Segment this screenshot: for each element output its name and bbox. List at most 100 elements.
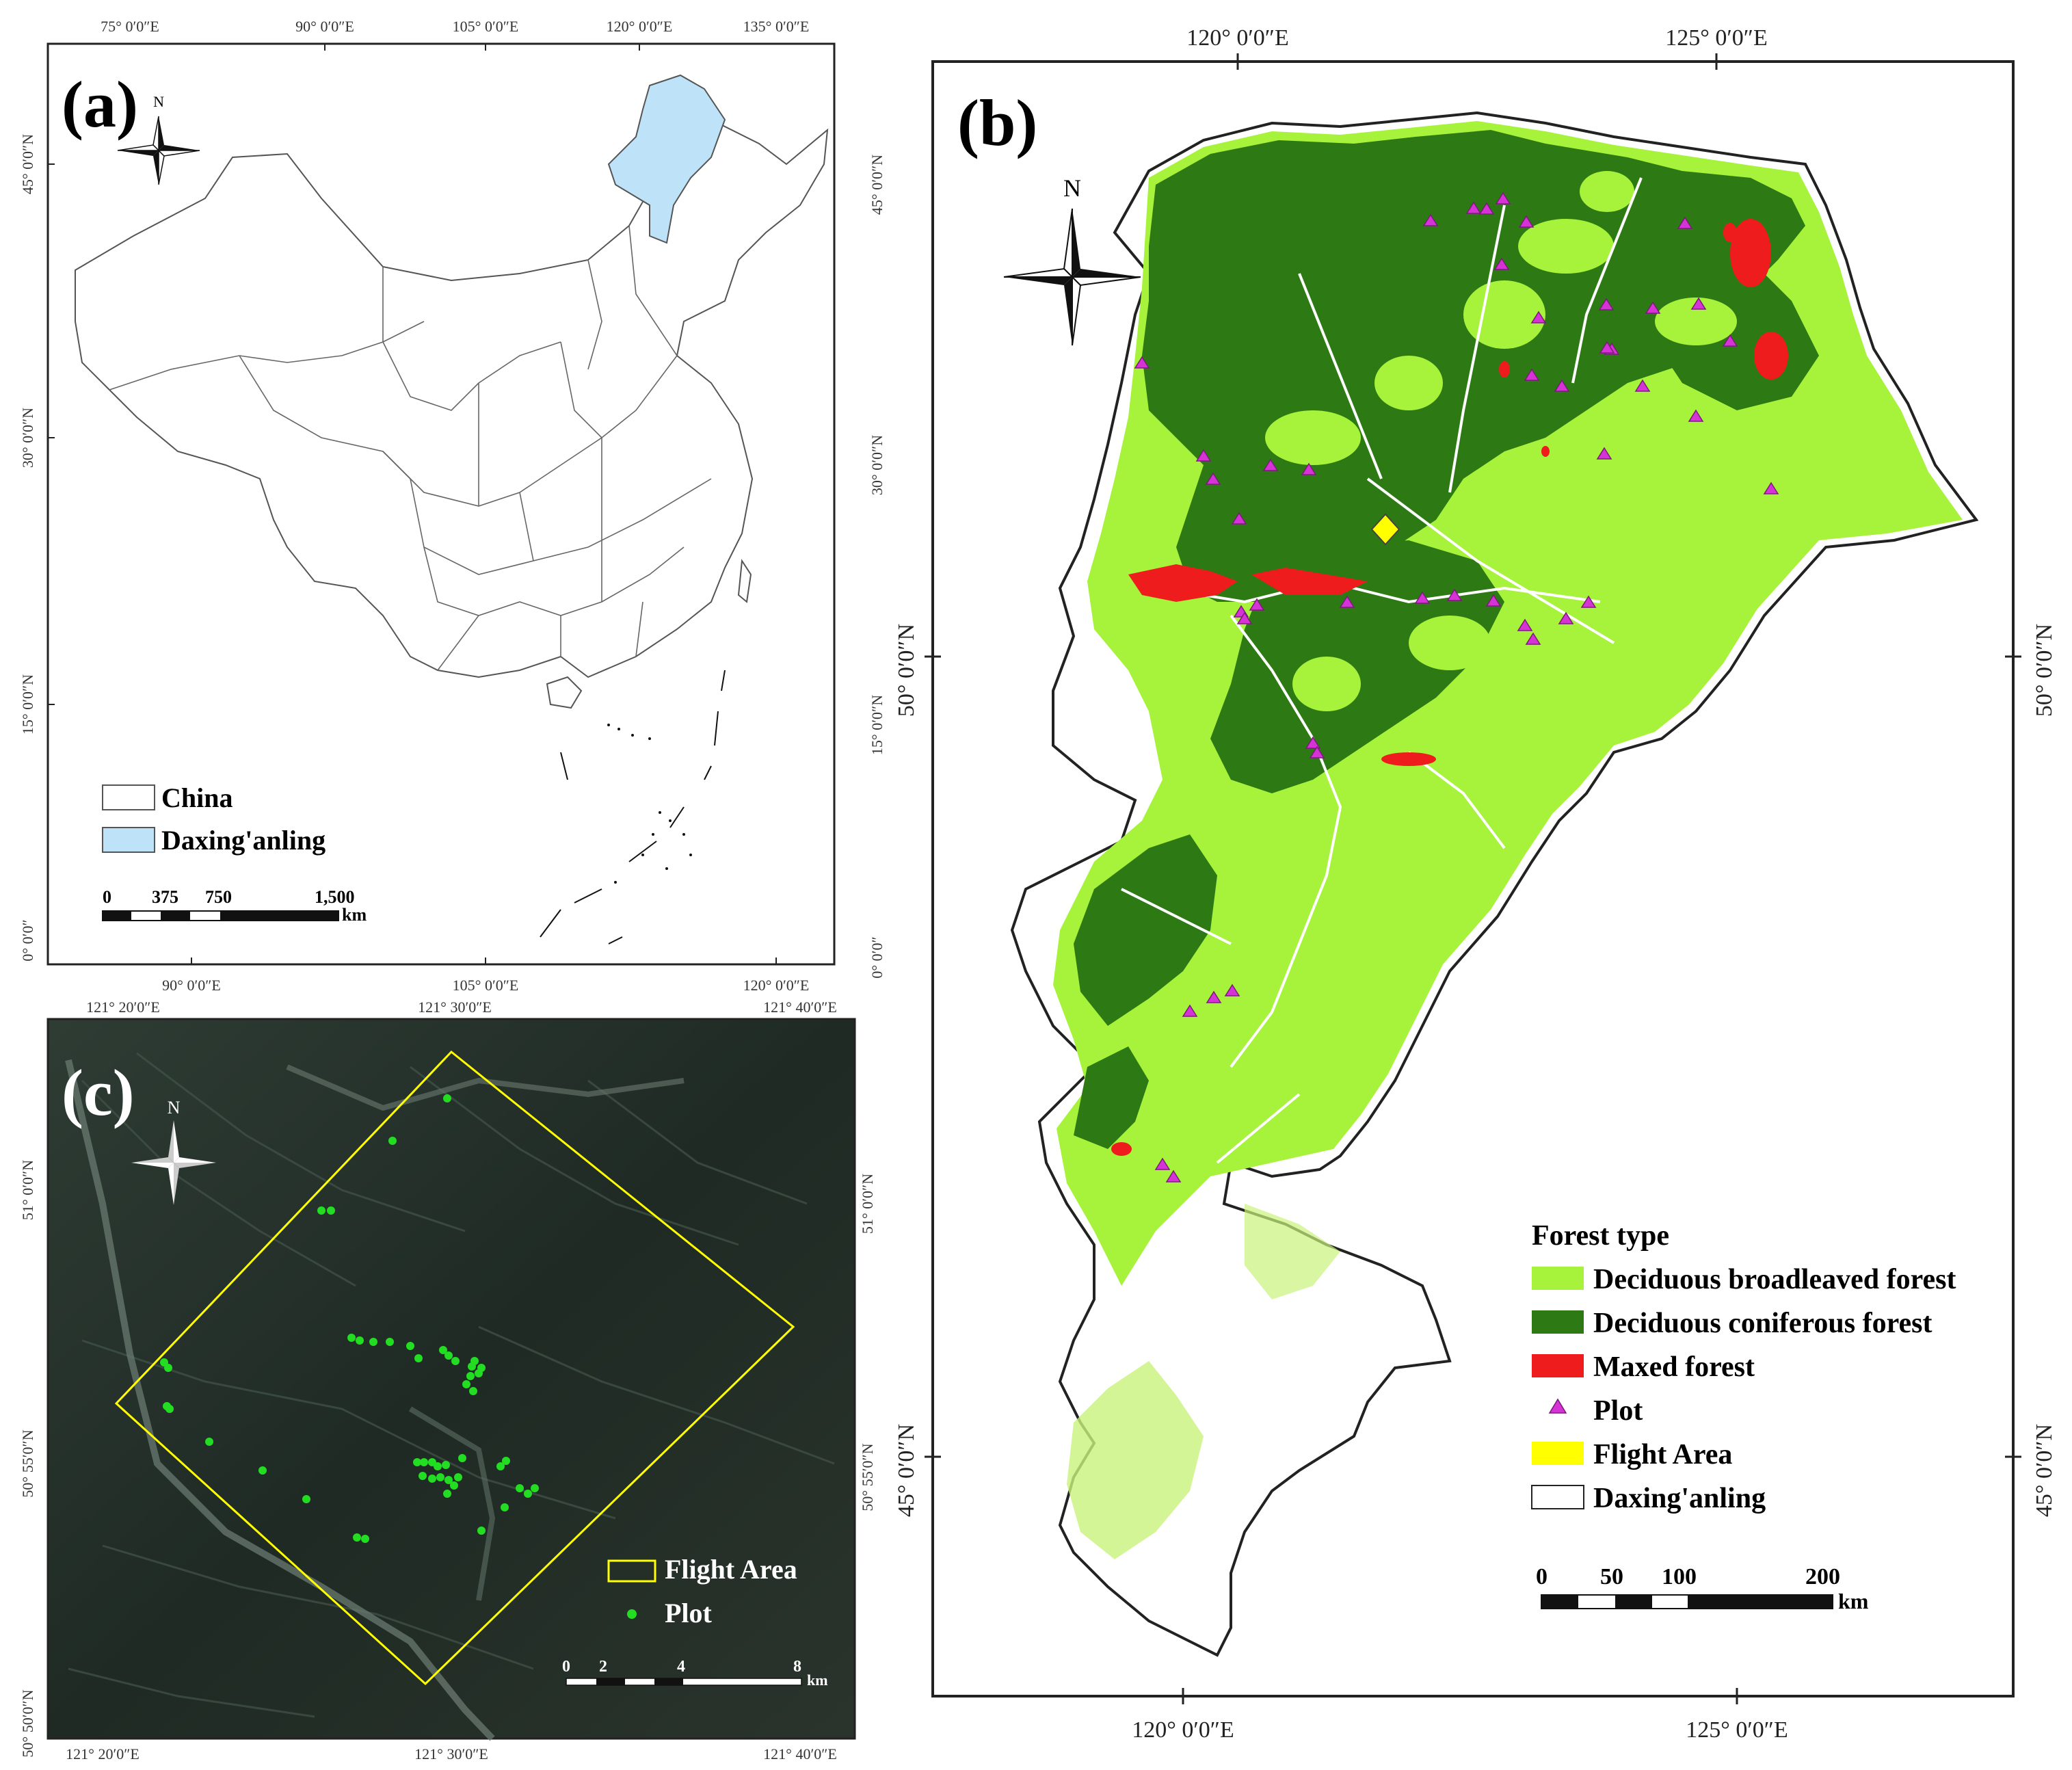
legend-label-china: China: [161, 782, 233, 813]
plot-point: [434, 1462, 442, 1470]
plot-marker: [1518, 215, 1535, 228]
flight-area-boundary: [114, 1050, 795, 1686]
plot-marker: [1236, 611, 1253, 624]
satellite-image: [47, 1018, 856, 1740]
legend-label-daxinganling-b: Daxing'anling: [1593, 1483, 1766, 1514]
legend-label-mixed: Maxed forest: [1593, 1351, 1755, 1383]
panel-a-left-tick: 0° 0′0″: [19, 919, 36, 961]
panel-c-top-tick: 121° 20′0″E: [86, 999, 160, 1016]
plot-marker: [1524, 368, 1540, 381]
legend-swatch-daxinganling: [102, 827, 155, 853]
legend-swatch-plot-c: [627, 1609, 637, 1619]
panel-a-top-tick: 90° 0′0″E: [295, 18, 354, 35]
legend-label-flight-area-c: Flight Area: [665, 1554, 797, 1585]
panel-a-label: (a): [62, 68, 138, 141]
plot-point: [502, 1457, 510, 1465]
svg-text:0: 0: [103, 887, 111, 907]
plot-marker: [1599, 341, 1615, 354]
panel-c-bottom-tick: 121° 20′0″E: [66, 1745, 140, 1762]
plot-point: [516, 1484, 524, 1492]
island-dots: [607, 724, 692, 884]
north-arrow-c: N: [131, 1098, 216, 1205]
legend-title-b: Forest type: [1532, 1220, 1669, 1252]
plot-point: [302, 1495, 310, 1503]
plot-marker: [1763, 481, 1779, 494]
plot-point: [501, 1503, 509, 1511]
panel-b-right-tick: 45° 0′0″N: [2032, 1424, 2057, 1517]
panel-a-top-tick: 135° 0′0″E: [743, 18, 810, 35]
plot-marker: [1414, 591, 1431, 604]
panel-b-left-tick: 45° 0′0″N: [894, 1424, 919, 1517]
svg-text:km: km: [342, 905, 367, 925]
plot-marker: [1722, 334, 1738, 347]
plot-point: [164, 1364, 172, 1372]
legend-swatch-daxinganling-b: [1531, 1485, 1584, 1509]
scale-bar-a: 0 375 750 1,500 km: [102, 887, 367, 925]
panel-c-bottom-tick: 121° 30′0″E: [414, 1745, 488, 1762]
plot-marker: [1530, 311, 1547, 323]
plot-marker: [1339, 595, 1355, 608]
coniferous-forest-area-2: [1210, 540, 1504, 793]
legend-label-plot-c: Plot: [665, 1598, 713, 1628]
plot-marker: [1224, 983, 1240, 996]
legend-swatch-flight-area-c: [607, 1559, 656, 1583]
plot-point: [454, 1473, 462, 1481]
plot-marker: [1645, 301, 1661, 314]
province-lines: [109, 225, 712, 671]
plot-marker: [1485, 594, 1502, 607]
plot-markers: [1134, 191, 1779, 1183]
svg-text:200: 200: [1805, 1564, 1840, 1589]
north-arrow-b: N: [1003, 174, 1141, 346]
plot-marker: [1465, 201, 1482, 214]
panel-a-right-tick: 30° 0′0″N: [868, 435, 886, 495]
plot-point: [443, 1490, 451, 1498]
plot-point: [419, 1472, 427, 1480]
north-label-a: N: [153, 93, 164, 110]
svg-text:0: 0: [1536, 1564, 1548, 1589]
plot-point: [414, 1354, 423, 1362]
panel-a-map: 75° 0′0″E 90° 0′0″E 105° 0′0″E 120° 0′0″…: [19, 18, 886, 994]
plot-marker: [1446, 588, 1463, 601]
panel-a-bottom-tick: 120° 0′0″E: [743, 977, 810, 994]
panel-c-bottom-tick: 121° 40′0″E: [763, 1745, 837, 1762]
legend-swatch-china: [102, 784, 155, 810]
panel-a-right-tick: 0° 0′0″: [868, 936, 886, 978]
plot-point: [444, 1476, 453, 1484]
svg-text:km: km: [1838, 1589, 1869, 1613]
plot-point: [258, 1466, 267, 1475]
plot-marker: [1580, 595, 1597, 608]
south-sea-islands: [540, 670, 726, 945]
plot-point: [369, 1338, 377, 1346]
plot-marker: [1206, 990, 1222, 1003]
plot-marker: [1517, 618, 1533, 631]
panel-c-label: (c): [62, 1056, 135, 1129]
plot-point: [420, 1458, 428, 1466]
svg-text:750: 750: [205, 887, 232, 907]
china-outline: [75, 101, 829, 678]
panel-a-top-tick: 105° 0′0″E: [453, 18, 519, 35]
plot-point: [496, 1462, 505, 1470]
legend-label-plot: Plot: [1593, 1395, 1643, 1427]
panel-c-left-tick: 50° 55′0″N: [19, 1429, 36, 1497]
panel-b: 120° 0′0″E 125° 0′0″E 120° 0′0″E 125° 0′…: [889, 0, 2072, 1767]
broadleaved-patches: [1265, 171, 1737, 711]
plot-point: [450, 1481, 458, 1490]
legend-swatch-broadleaved: [1532, 1267, 1584, 1290]
plot-marker: [1690, 297, 1707, 310]
plot-point: [462, 1380, 470, 1388]
plot-marker: [1554, 379, 1570, 392]
panel-c-top-tick: 121° 40′0″E: [763, 999, 837, 1016]
plot-points: [160, 1094, 539, 1543]
plot-point: [439, 1346, 447, 1354]
panel-b-right-tick: 50° 0′0″N: [2032, 624, 2057, 717]
legend-b: Forest type Deciduous broadleaved forest…: [1531, 1220, 1956, 1514]
plot-marker: [1305, 736, 1321, 749]
plot-point: [165, 1405, 174, 1413]
plot-marker: [1422, 213, 1439, 226]
panel-b-bottom-tick: 120° 0′0″E: [1132, 1717, 1234, 1743]
coniferous-forest-area-3: [1074, 834, 1217, 1026]
svg-text:1,500: 1,500: [315, 887, 355, 907]
plot-point: [442, 1461, 450, 1469]
valley-road: [65, 1059, 495, 1741]
plot-point: [444, 1351, 453, 1360]
